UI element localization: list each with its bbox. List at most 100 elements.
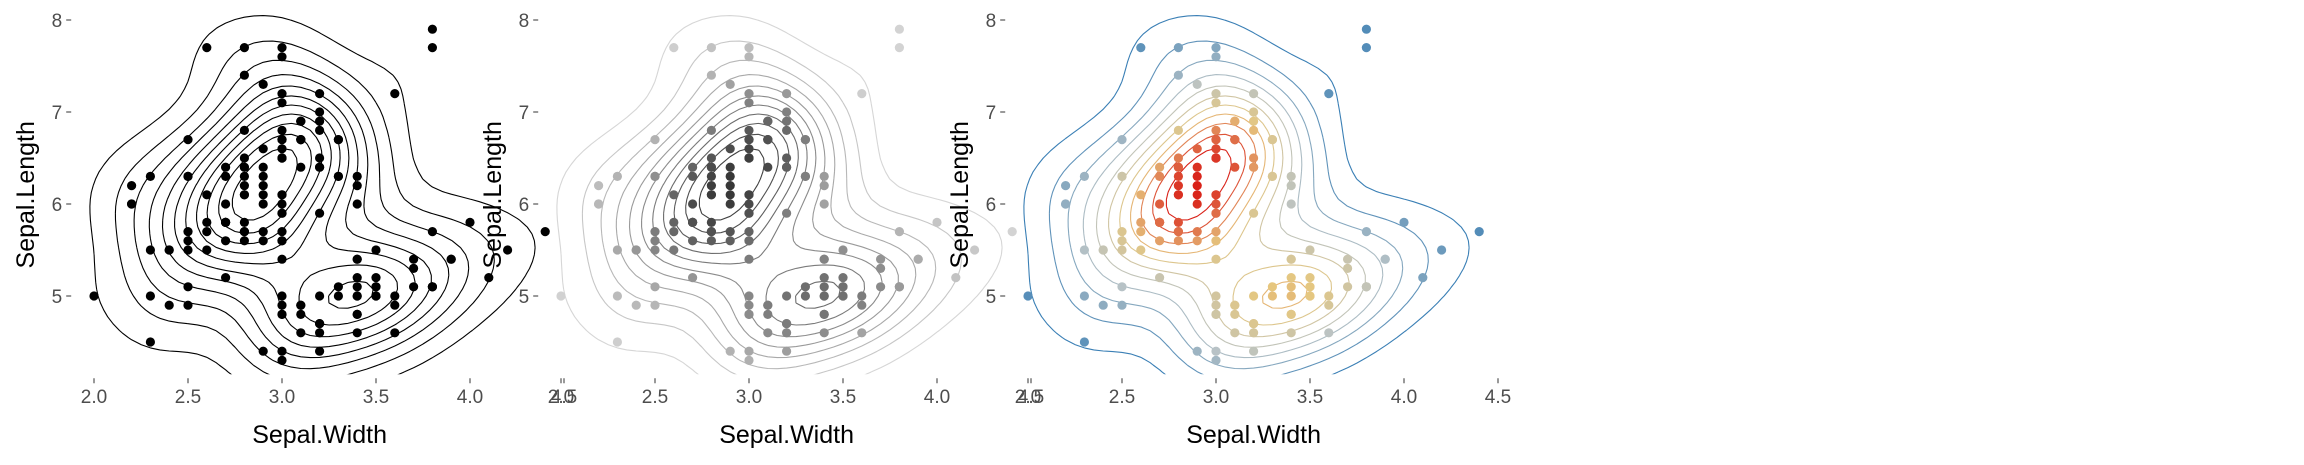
data-point <box>688 199 698 209</box>
data-point <box>1249 208 1259 218</box>
data-point <box>1136 43 1146 53</box>
data-point <box>1343 263 1353 273</box>
data-point <box>1117 282 1127 292</box>
data-point <box>239 70 249 80</box>
data-point <box>352 199 362 209</box>
data-point <box>744 291 754 301</box>
data-point <box>1136 245 1146 255</box>
data-point <box>894 24 905 34</box>
data-point <box>258 190 268 200</box>
data-point <box>650 245 660 255</box>
data-point <box>706 227 717 237</box>
contour-line-6 <box>174 95 416 338</box>
data-point <box>725 181 735 191</box>
data-point <box>1211 52 1221 62</box>
data-point <box>800 282 811 292</box>
data-point <box>484 273 494 283</box>
data-point <box>612 245 623 255</box>
data-point <box>669 190 679 200</box>
data-point <box>1192 181 1202 191</box>
data-point <box>1249 125 1259 135</box>
data-point <box>744 43 754 53</box>
data-point <box>1230 300 1240 310</box>
data-point <box>409 282 419 292</box>
data-point <box>409 254 419 264</box>
data-point <box>744 52 754 62</box>
x-tick-label: 2.5 <box>175 387 201 408</box>
data-point <box>202 245 212 255</box>
y-tick-label: 8 <box>52 11 63 32</box>
data-point <box>932 217 942 227</box>
data-point <box>1211 346 1221 356</box>
data-point <box>1192 171 1202 181</box>
data-point <box>315 162 325 172</box>
data-point <box>1192 79 1202 89</box>
data-point <box>239 217 249 227</box>
data-point <box>1079 245 1089 255</box>
data-point <box>409 263 419 273</box>
y-tick-label: 7 <box>52 103 63 124</box>
data-point <box>1117 300 1127 310</box>
data-point <box>1192 227 1202 237</box>
data-point <box>127 181 137 191</box>
x-axis-title: Sepal.Width <box>1186 421 1321 449</box>
x-tick-label: 2.5 <box>1109 387 1135 408</box>
data-point <box>1098 245 1108 255</box>
data-point <box>258 162 268 172</box>
data-point <box>763 309 773 319</box>
data-point <box>706 171 717 181</box>
data-point <box>782 153 792 163</box>
data-point <box>1173 43 1183 53</box>
data-point <box>183 171 193 181</box>
data-point <box>1079 171 1089 181</box>
data-point <box>1286 273 1296 283</box>
data-point <box>650 300 660 310</box>
data-point <box>1267 135 1277 145</box>
data-point <box>1098 300 1108 310</box>
data-point <box>1079 291 1089 301</box>
data-point <box>277 199 287 209</box>
x-tick-label: 4.5 <box>1485 387 1511 408</box>
data-point <box>913 254 923 264</box>
data-point <box>782 107 792 117</box>
data-point <box>89 291 99 301</box>
data-point <box>688 217 698 227</box>
data-point <box>669 245 679 255</box>
chart-panel-3: 2.0 2.5 3.0 3.5 4.0 4.5 5 6 7 8 Sepal.Width Sepal.L… <box>946 11 1511 449</box>
data-point <box>1249 107 1259 117</box>
data-point <box>1173 153 1183 163</box>
data-point <box>819 291 829 301</box>
data-point <box>352 181 362 191</box>
data-point <box>894 227 905 237</box>
data-point <box>1211 135 1221 145</box>
data-point <box>1117 227 1127 237</box>
data-point <box>782 319 792 329</box>
data-point <box>315 291 325 301</box>
data-point <box>277 144 287 154</box>
data-point <box>239 171 249 181</box>
data-point <box>202 217 212 227</box>
data-point <box>258 171 268 181</box>
data-point <box>371 245 381 255</box>
data-point <box>1211 309 1221 319</box>
data-point <box>221 162 231 172</box>
data-point <box>706 190 717 200</box>
y-tick-label: 7 <box>986 103 997 124</box>
data-point <box>782 346 792 356</box>
contour-line-6 <box>1108 95 1350 338</box>
data-point <box>744 135 754 145</box>
data-point <box>650 171 660 181</box>
data-point <box>1286 254 1296 264</box>
data-point <box>819 254 829 264</box>
data-point <box>221 217 231 227</box>
contour-line-5 <box>1095 85 1366 348</box>
x-tick-label: 3.0 <box>736 387 762 408</box>
data-point <box>277 89 287 99</box>
data-point <box>1211 43 1221 53</box>
data-point <box>744 208 754 218</box>
data-point <box>1211 98 1221 108</box>
data-point <box>1230 135 1240 145</box>
data-point <box>1173 181 1183 191</box>
y-axis-title: Sepal.Length <box>12 121 40 268</box>
data-point <box>1249 319 1259 329</box>
